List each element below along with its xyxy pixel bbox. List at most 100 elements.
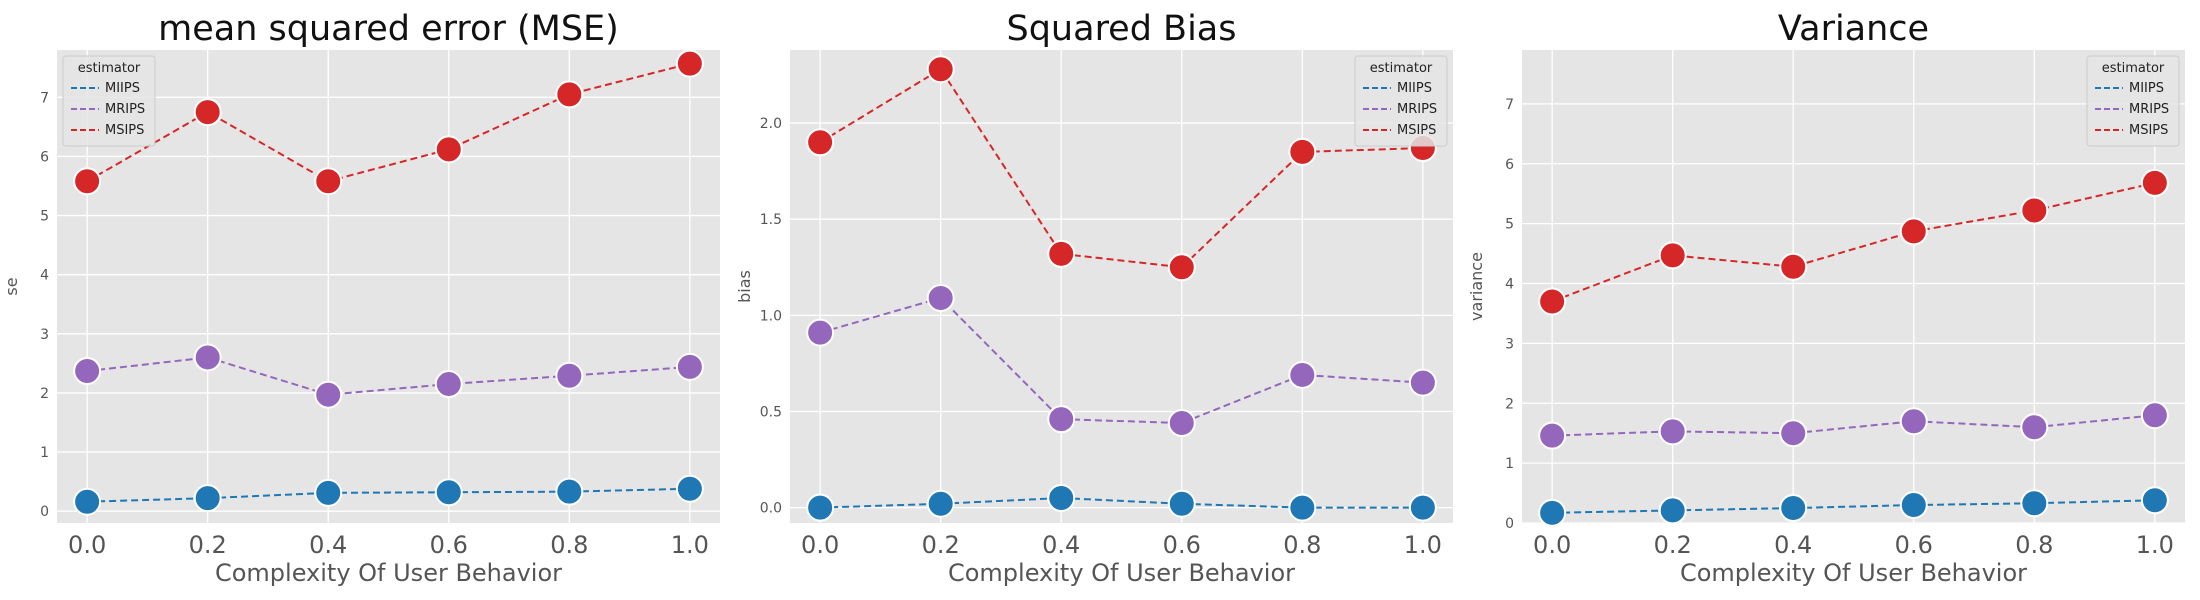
- data-point-msips: [1658, 241, 1687, 270]
- plot-area: [57, 50, 720, 523]
- x-tick-label: 1.0: [2136, 531, 2174, 559]
- data-point-miips: [2020, 489, 2049, 518]
- data-point-msips: [806, 128, 835, 157]
- data-point-mrips: [1408, 368, 1437, 397]
- legend-title: estimator: [2102, 61, 2165, 76]
- data-point-mrips: [1779, 419, 1808, 448]
- legend: estimator MIIPS MRIPS MSIPS: [62, 55, 156, 147]
- x-tick-label: 0.4: [1042, 531, 1080, 559]
- data-point-mrips: [1167, 409, 1196, 438]
- y-tick-label: 4: [40, 268, 49, 284]
- x-tick-label: 0.2: [922, 531, 960, 559]
- data-point-miips: [193, 484, 222, 513]
- series-line-mrips: [819, 296, 1423, 425]
- data-point-mrips: [1538, 421, 1567, 450]
- series-line-msips: [819, 67, 1423, 269]
- data-point-msips: [1288, 137, 1317, 166]
- legend: estimator MIIPS MRIPS MSIPS: [2086, 55, 2180, 147]
- data-point-mrips: [675, 352, 704, 381]
- data-point-miips: [1899, 491, 1928, 520]
- y-tick-label: 4: [1505, 277, 1514, 293]
- chart-title: mean squared error (MSE): [158, 9, 619, 49]
- legend-label-mrips: MRIPS: [2129, 102, 2169, 117]
- legend-label-mrips: MRIPS: [105, 102, 145, 117]
- legend: estimator MIIPS MRIPS MSIPS: [1354, 55, 1448, 147]
- y-tick-label: 5: [1505, 217, 1514, 233]
- chart-title: Squared Bias: [1007, 9, 1237, 49]
- y-tick-label: 0: [1505, 516, 1514, 532]
- legend-title: estimator: [1370, 61, 1433, 76]
- x-tick-label: 0.0: [1533, 531, 1571, 559]
- x-tick-label: 0.6: [1895, 531, 1933, 559]
- x-tick-label: 1.0: [1404, 531, 1442, 559]
- legend-label-msips: MSIPS: [105, 123, 144, 138]
- legend-label-miips: MIIPS: [1397, 81, 1432, 96]
- data-point-msips: [555, 80, 584, 109]
- data-point-miips: [1288, 493, 1317, 522]
- y-tick-label: 1.5: [760, 212, 782, 228]
- data-point-mrips: [555, 361, 584, 390]
- y-tick-label: 7: [1505, 97, 1514, 113]
- data-point-mrips: [73, 357, 102, 386]
- x-tick-label: 0.0: [68, 531, 106, 559]
- series-line-miips: [87, 487, 690, 503]
- x-axis-label: Complexity Of User Behavior: [215, 559, 562, 587]
- y-tick-label: 3: [40, 327, 49, 343]
- data-point-miips: [1658, 496, 1687, 525]
- legend-title: estimator: [78, 61, 141, 76]
- data-point-miips: [806, 493, 835, 522]
- y-tick-label: 2: [40, 386, 49, 402]
- series-line-miips: [820, 497, 1423, 509]
- data-point-mrips: [2140, 401, 2169, 430]
- data-point-miips: [1408, 493, 1437, 522]
- x-tick-label: 0.2: [1654, 531, 1692, 559]
- data-point-msips: [2020, 196, 2049, 225]
- data-point-msips: [1047, 239, 1076, 268]
- y-tick-label: 1.0: [760, 308, 782, 324]
- chart-panel-3: 0 1 2 3 4 5 6 7 0.0 0.2 0.4 0.6 0.8 1.0 Variance Comple…: [1467, 9, 2185, 587]
- data-point-msips: [2140, 168, 2169, 197]
- y-tick-label: 1: [40, 445, 49, 461]
- data-point-msips: [1899, 217, 1928, 246]
- x-axis-label: Complexity Of User Behavior: [948, 559, 1295, 587]
- x-tick-label: 0.4: [1774, 531, 1812, 559]
- legend-box: [1354, 55, 1448, 147]
- series-line-msips: [86, 62, 691, 183]
- y-tick-label: 5: [40, 209, 49, 225]
- y-axis-label: se: [2, 277, 21, 295]
- data-point-miips: [555, 477, 584, 506]
- y-tick-label: 0.0: [760, 501, 782, 517]
- series-line-mrips: [87, 356, 690, 396]
- legend-box: [2086, 55, 2180, 147]
- plot-area: [1522, 50, 2185, 523]
- data-point-mrips: [193, 343, 222, 372]
- y-tick-label: 1: [1505, 456, 1514, 472]
- legend-label-miips: MIIPS: [105, 81, 140, 96]
- legend-box: [62, 55, 156, 147]
- y-tick-label: 2.0: [760, 116, 782, 132]
- data-point-msips: [1538, 287, 1567, 316]
- x-tick-label: 0.8: [2015, 531, 2053, 559]
- x-axis-label: Complexity Of User Behavior: [1680, 559, 2027, 587]
- data-point-miips: [675, 474, 704, 503]
- data-point-miips: [926, 489, 955, 518]
- x-tick-label: 0.8: [1283, 531, 1321, 559]
- y-tick-label: 0.5: [760, 404, 782, 420]
- legend-label-mrips: MRIPS: [1397, 102, 1437, 117]
- data-point-msips: [926, 55, 955, 84]
- data-point-miips: [1167, 489, 1196, 518]
- data-point-msips: [1779, 252, 1808, 281]
- data-point-miips: [434, 478, 463, 507]
- data-point-msips: [314, 167, 343, 196]
- data-point-mrips: [926, 284, 955, 313]
- data-point-miips: [1538, 498, 1567, 527]
- series-line-msips: [1551, 181, 2156, 303]
- chart-panel-2: 0.0 0.5 1.0 1.5 2.0 0.0 0.2 0.4 0.6 0.8 1.0 Squared…: [735, 9, 1453, 587]
- x-tick-label: 0.4: [309, 531, 347, 559]
- data-point-mrips: [1047, 405, 1076, 434]
- y-axis-label: variance: [1467, 252, 1486, 321]
- legend-label-miips: MIIPS: [2129, 81, 2164, 96]
- y-tick-label: 0: [40, 504, 49, 520]
- chart-panel-1: 0 1 2 3 4 5 6 7 0.0 0.2 0.4 0.6 0.8 1.0 mean squared e…: [2, 9, 720, 587]
